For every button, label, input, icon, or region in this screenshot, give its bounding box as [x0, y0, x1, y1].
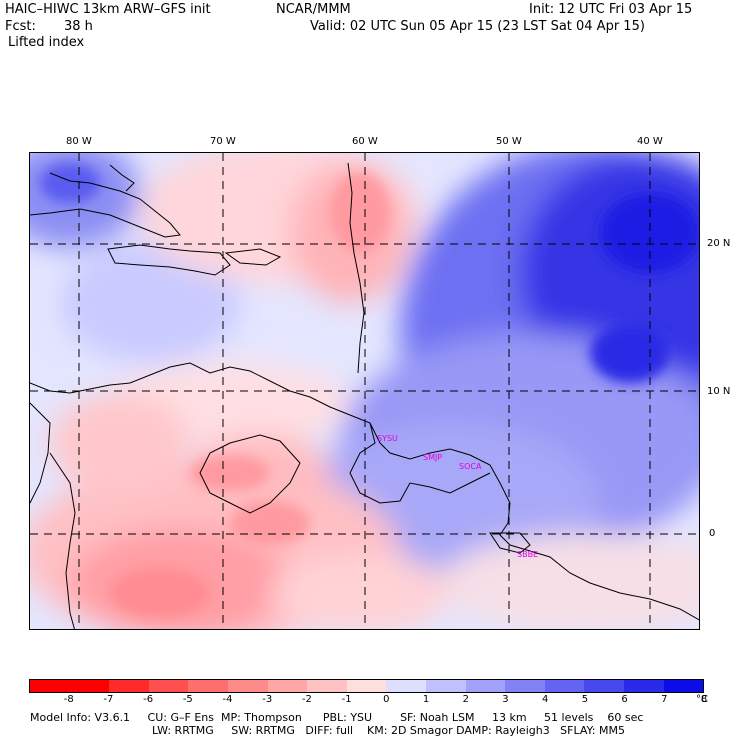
lon-label-60w: 60 W	[352, 136, 378, 147]
colorbar-tick-label: -3	[262, 694, 273, 705]
colorbar-segment	[148, 680, 189, 692]
lifted-index-map: SYSU SMJP SOCA SBBE	[29, 152, 700, 630]
colorbar-segment	[69, 680, 110, 692]
colorbar-segment	[109, 680, 149, 692]
colorbar-segment	[544, 680, 585, 692]
graticule	[30, 153, 699, 629]
init-time: Init: 12 UTC Fri 03 Apr 15	[529, 2, 693, 17]
colorbar-tick-label: -7	[103, 694, 114, 705]
field-shading	[30, 153, 699, 629]
colorbar-tick-label: -2	[301, 694, 312, 705]
map-canvas	[30, 153, 699, 629]
site-sysu: SYSU	[377, 434, 398, 443]
colorbar-segment	[30, 680, 70, 692]
model-info-line2: LW: RRTMG SW: RRTMG DIFF: full KM: 2D Sm…	[152, 724, 625, 737]
lon-label-40w: 40 W	[637, 136, 663, 147]
colorbar-tick-label: 3	[502, 694, 509, 705]
colorbar-tick-label: -6	[143, 694, 154, 705]
colorbar-tick-label: 6	[621, 694, 628, 705]
org-label: NCAR/MMM	[276, 2, 351, 17]
colorbar-tick-label: 4	[541, 694, 549, 705]
colorbar-segment	[267, 680, 308, 692]
colorbar-segment	[425, 680, 466, 692]
colorbar-tick-label: 1	[422, 694, 430, 705]
colorbar-tick-label: -8	[63, 694, 74, 705]
colorbar-tick-label: 0	[383, 694, 390, 705]
model-info-line1: Model Info: V3.6.1 CU: G–F Ens MP: Thomp…	[30, 711, 644, 724]
colorbar-segment	[584, 680, 624, 692]
colorbar-segment	[623, 680, 664, 692]
colorbar-segment	[227, 680, 268, 692]
model-title: HAIC–HIWC 13km ARW–GFS init	[5, 2, 211, 17]
forecast-hour: 38 h	[64, 19, 93, 34]
site-smjp: SMJP	[423, 453, 443, 462]
site-soca: SOCA	[459, 462, 482, 471]
lat-label-0: 0	[709, 528, 716, 539]
colorbar-tick-label: -4	[222, 694, 233, 705]
lon-label-50w: 50 W	[496, 136, 522, 147]
lat-label-10n: 10 N	[707, 386, 731, 397]
forecast-label: Fcst:	[5, 19, 36, 34]
colorbar	[29, 679, 704, 693]
colorbar-tick-label: 2	[462, 694, 469, 705]
colorbar-tick-label: 5	[581, 694, 589, 705]
colorbar-segment	[465, 680, 506, 692]
colorbar-tick-label: -5	[182, 694, 193, 705]
colorbar-labels: -8 -7 -6 -5 -4 -3 -2 -1 0 1 2 3 4 5 6 7 8	[29, 694, 708, 706]
field-name: Lifted index	[8, 35, 85, 50]
colorbar-segment	[386, 680, 426, 692]
valid-time: Valid: 02 UTC Sun 05 Apr 15 (23 LST Sat …	[310, 19, 645, 34]
colorbar-segment	[346, 680, 387, 692]
lon-label-80w: 80 W	[66, 136, 92, 147]
lon-label-70w: 70 W	[210, 136, 236, 147]
colorbar-tick-label: -1	[341, 694, 352, 705]
colorbar-tick-label: 8	[700, 694, 708, 705]
site-sbbe: SBBE	[517, 550, 539, 559]
colorbar-segment	[663, 680, 704, 692]
colorbar-segment	[505, 680, 545, 692]
colorbar-unit: °C	[696, 694, 708, 705]
lat-label-20n: 20 N	[707, 238, 731, 249]
colorbar-tick-label: 7	[661, 694, 668, 705]
colorbar-segment	[307, 680, 347, 692]
colorbar-segment	[188, 680, 228, 692]
